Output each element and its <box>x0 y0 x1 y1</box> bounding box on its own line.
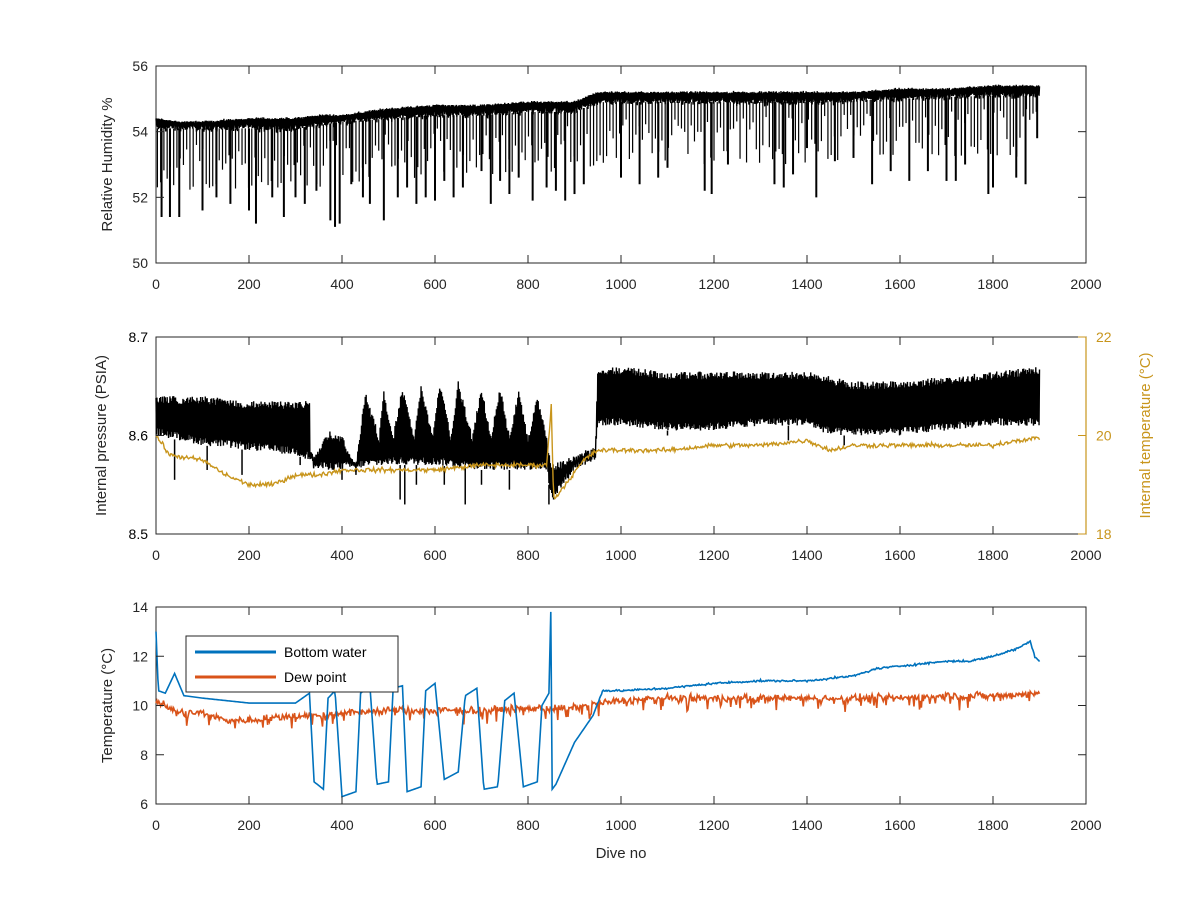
x-tick-label: 1000 <box>605 547 636 563</box>
x-tick-label: 1200 <box>698 547 729 563</box>
x-tick-label: 800 <box>516 547 540 563</box>
panel-temperature: 0 200 400 600 800 1000 1200 1400 1600 1800 2000 6 8… <box>99 599 1102 862</box>
series-pressure <box>155 367 1041 505</box>
y-tick-label: 56 <box>132 58 148 74</box>
y-axis-label-temperature: Temperature (°C) <box>99 648 116 763</box>
x-tick-label: 400 <box>330 547 354 563</box>
x-tick-label: 1400 <box>791 547 822 563</box>
y2-tick-label: 20 <box>1096 428 1112 444</box>
x-tick-label: 200 <box>237 276 261 292</box>
y-tick-label: 8.5 <box>129 526 149 542</box>
y-tick-label: 52 <box>132 189 148 205</box>
legend: Bottom water Dew point <box>185 635 399 693</box>
y-tick-label: 6 <box>140 796 148 812</box>
x-tick-label: 1600 <box>884 276 915 292</box>
humidity-line <box>155 84 1041 134</box>
y-tick-label: 8.7 <box>129 329 149 345</box>
x-tick-label: 600 <box>423 817 447 833</box>
y2-tick-label: 22 <box>1096 329 1112 345</box>
y-tick-label: 50 <box>132 255 148 271</box>
x-ticks-humidity: 0 200 400 600 800 1000 1200 1400 1600 1800 2000 <box>152 66 1102 292</box>
x-tick-label: 1600 <box>884 817 915 833</box>
panel-humidity: 0 200 400 600 800 1000 1200 1400 1600 1800 2000 50… <box>99 58 1102 292</box>
pressure-line <box>155 367 1041 498</box>
x-axis-label-temperature: Dive no <box>596 845 647 862</box>
y-axis-label-pressure: Internal pressure (PSIA) <box>93 355 110 516</box>
y-ticks-temperature: 6 8 10 12 14 <box>132 599 1086 812</box>
x-tick-label: 200 <box>237 547 261 563</box>
x-tick-label: 1000 <box>605 276 636 292</box>
x-tick-label: 1400 <box>791 817 822 833</box>
y-axis-label-humidity: Relative Humidity % <box>99 97 116 231</box>
y2-ticks-pressure: 18 20 22 <box>1078 329 1112 542</box>
internal-temperature-line <box>155 404 1041 500</box>
bottom-water-line <box>155 611 1041 798</box>
x-tick-label: 600 <box>423 547 447 563</box>
x-tick-label: 200 <box>237 817 261 833</box>
x-tick-label: 1400 <box>791 276 822 292</box>
y2-axis-label-pressure: Internal temperature (°C) <box>1137 352 1154 518</box>
y-tick-label: 12 <box>132 648 148 664</box>
x-tick-label: 1800 <box>977 276 1008 292</box>
series-internal-temperature <box>155 404 1041 500</box>
x-tick-label: 2000 <box>1070 276 1101 292</box>
y-tick-label: 54 <box>132 124 148 140</box>
y-tick-label: 14 <box>132 599 148 615</box>
x-tick-label: 0 <box>152 547 160 563</box>
x-tick-label: 1200 <box>698 817 729 833</box>
panel-pressure: 0 200 400 600 800 1000 1200 1400 1600 1800 2000 8.… <box>93 329 1154 563</box>
y-tick-label: 8 <box>140 747 148 763</box>
y-ticks-humidity: 50 52 54 56 <box>132 58 1086 271</box>
y-tick-label: 8.6 <box>129 428 149 444</box>
x-tick-label: 400 <box>330 817 354 833</box>
y-ticks-pressure: 8.5 8.6 8.7 <box>129 329 164 542</box>
x-tick-label: 0 <box>152 817 160 833</box>
y2-tick-label: 18 <box>1096 526 1112 542</box>
x-tick-label: 400 <box>330 276 354 292</box>
x-tick-label: 600 <box>423 276 447 292</box>
y-tick-label: 10 <box>132 698 148 714</box>
x-tick-label: 2000 <box>1070 547 1101 563</box>
legend-label-bottom-water: Bottom water <box>284 644 367 660</box>
x-ticks-temperature: 0 200 400 600 800 1000 1200 1400 1600 1800 2000 <box>152 607 1102 833</box>
series-humidity <box>155 84 1041 227</box>
legend-box <box>185 635 399 693</box>
x-tick-label: 1800 <box>977 547 1008 563</box>
x-tick-label: 800 <box>516 276 540 292</box>
x-tick-label: 1200 <box>698 276 729 292</box>
legend-label-dew-point: Dew point <box>284 669 346 685</box>
series-temperature <box>155 611 1041 798</box>
x-tick-label: 1000 <box>605 817 636 833</box>
x-tick-label: 1600 <box>884 547 915 563</box>
x-tick-label: 2000 <box>1070 817 1101 833</box>
x-tick-label: 1800 <box>977 817 1008 833</box>
x-ticks-pressure: 0 200 400 600 800 1000 1200 1400 1600 1800 2000 <box>152 337 1102 563</box>
x-tick-label: 0 <box>152 276 160 292</box>
x-tick-label: 800 <box>516 817 540 833</box>
